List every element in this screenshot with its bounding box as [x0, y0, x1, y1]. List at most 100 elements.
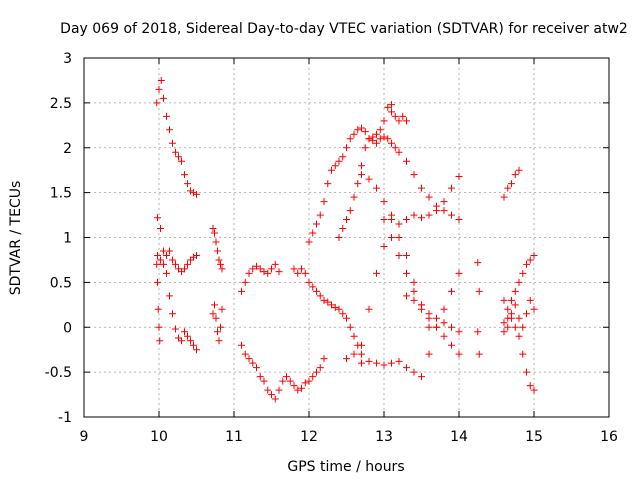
data-point	[448, 287, 455, 295]
data-point	[283, 373, 290, 381]
data-point	[172, 260, 179, 268]
data-point	[343, 144, 350, 152]
data-point	[187, 187, 194, 195]
data-point	[395, 220, 403, 228]
data-point	[410, 368, 418, 376]
x-tick-label: 13	[375, 429, 393, 445]
data-point	[403, 117, 410, 125]
data-point	[193, 251, 200, 259]
data-point	[169, 256, 176, 264]
data-point	[410, 171, 418, 179]
x-tick-label: 9	[80, 429, 89, 445]
data-point	[316, 211, 324, 219]
data-point	[324, 298, 332, 306]
data-point	[215, 256, 223, 264]
data-point	[403, 269, 410, 277]
data-point	[245, 269, 253, 277]
data-point	[190, 341, 197, 349]
data-point	[166, 247, 173, 255]
data-point	[530, 251, 538, 259]
data-point	[418, 373, 425, 381]
data-point	[264, 269, 272, 277]
y-tick-label: -1	[58, 410, 72, 426]
data-point	[433, 323, 440, 331]
data-point	[418, 214, 425, 222]
x-tick-label: 16	[600, 429, 618, 445]
data-point	[260, 377, 268, 385]
data-point	[335, 157, 343, 165]
data-point	[448, 184, 455, 192]
data-point	[380, 216, 388, 224]
data-point	[418, 184, 425, 192]
series-track-g	[238, 260, 283, 295]
data-point	[373, 269, 380, 277]
data-point	[504, 184, 512, 192]
data-point	[475, 287, 483, 295]
data-point	[515, 332, 523, 340]
data-point	[403, 292, 410, 300]
data-point	[241, 350, 249, 358]
data-point	[193, 190, 200, 198]
data-point	[354, 180, 362, 188]
data-point	[388, 359, 395, 367]
data-point	[388, 234, 395, 241]
data-point	[365, 135, 373, 143]
data-point	[526, 382, 534, 390]
data-point	[500, 193, 508, 201]
data-point	[384, 103, 392, 111]
data-point	[249, 265, 257, 273]
data-point	[316, 364, 324, 372]
data-point	[175, 153, 182, 161]
data-point	[156, 337, 164, 345]
data-point	[350, 130, 358, 138]
data-point	[511, 323, 519, 331]
data-point	[500, 328, 508, 336]
data-point	[395, 357, 403, 365]
data-point	[500, 319, 508, 327]
data-point	[309, 229, 317, 237]
data-point	[475, 350, 483, 358]
data-point	[455, 350, 463, 358]
data-point	[316, 292, 324, 300]
data-point	[350, 332, 358, 340]
y-tick-label: -0.5	[45, 365, 72, 381]
data-point	[358, 350, 365, 358]
data-point	[313, 287, 320, 295]
data-point	[373, 184, 380, 192]
data-point	[440, 332, 448, 340]
data-point	[181, 265, 188, 273]
data-point	[211, 301, 218, 309]
data-point	[328, 166, 335, 174]
data-point	[399, 112, 407, 120]
data-point	[268, 265, 275, 273]
data-point	[508, 310, 515, 318]
data-point	[264, 386, 272, 394]
data-point	[369, 137, 377, 145]
data-point	[526, 256, 534, 264]
y-axis-title: SDTVAR / TECUs	[8, 181, 24, 296]
data-point	[361, 128, 369, 136]
data-point	[343, 355, 350, 363]
data-point	[157, 225, 164, 233]
series-track-p	[358, 216, 433, 349]
data-point	[455, 216, 463, 224]
data-point	[305, 377, 313, 385]
data-point	[190, 189, 197, 197]
data-point	[504, 323, 512, 331]
data-point	[181, 171, 188, 179]
data-point	[403, 251, 410, 259]
data-point	[504, 305, 512, 313]
data-point	[346, 135, 354, 143]
data-point	[339, 225, 347, 233]
y-tick-label: 2.5	[50, 96, 72, 112]
data-point	[410, 211, 418, 219]
x-tick-label: 12	[300, 429, 318, 445]
data-point	[380, 242, 388, 250]
data-point	[313, 220, 320, 228]
data-point	[215, 337, 223, 345]
data-point	[211, 229, 218, 237]
data-point	[403, 216, 410, 224]
data-point	[425, 211, 433, 219]
data-point	[320, 296, 328, 304]
